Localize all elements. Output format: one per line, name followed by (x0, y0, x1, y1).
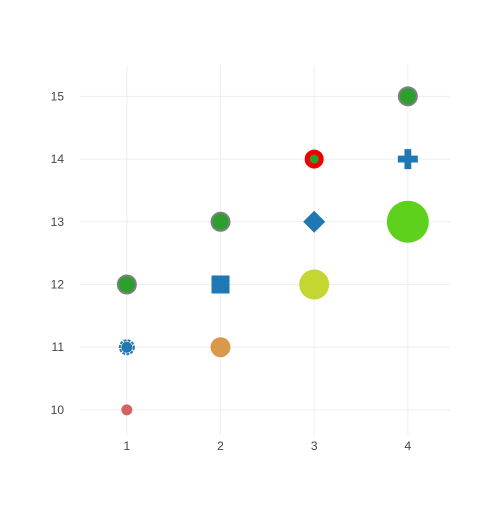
x-tick-label: 2 (217, 439, 224, 453)
data-point (116, 274, 137, 295)
x-tick-label: 4 (405, 439, 412, 453)
data-point (210, 211, 231, 232)
data-point (118, 339, 135, 356)
grid-lines (80, 65, 450, 435)
x-tick-label: 3 (311, 439, 318, 453)
data-point (211, 275, 230, 294)
data-point (386, 200, 429, 243)
data-point (304, 149, 324, 169)
data-point-dot (121, 341, 133, 353)
data-point (397, 149, 418, 170)
data-point (397, 86, 418, 107)
data-point-ring (118, 339, 135, 356)
data-point (303, 210, 326, 233)
y-tick-label: 11 (52, 340, 65, 354)
y-tick-labels: 10 11 12 13 14 15 (51, 89, 65, 417)
y-tick-label: 10 (51, 403, 65, 417)
data-point (121, 404, 133, 416)
data-point (210, 337, 231, 358)
data-point (299, 269, 330, 300)
y-tick-label: 13 (51, 215, 65, 229)
data-points (116, 86, 429, 416)
y-tick-label: 14 (51, 152, 65, 166)
x-tick-labels: 1 2 3 4 (123, 439, 411, 453)
y-tick-label: 12 (51, 277, 65, 291)
x-tick-label: 1 (123, 439, 130, 453)
y-tick-label: 15 (51, 89, 65, 103)
